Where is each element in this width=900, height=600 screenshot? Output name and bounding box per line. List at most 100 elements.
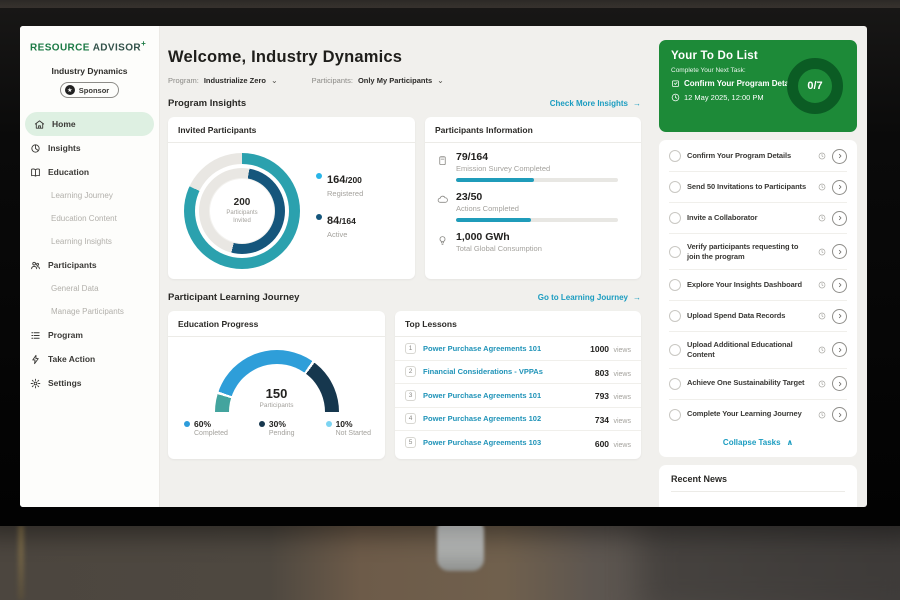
lesson-link[interactable]: Power Purchase Agreements 103 bbox=[423, 438, 588, 447]
program-filter-label: Program: bbox=[168, 76, 199, 85]
org-name: Industry Dynamics bbox=[30, 66, 149, 76]
todo-go-button[interactable] bbox=[832, 149, 847, 164]
sidebar-item-manage-participants[interactable]: Manage Participants bbox=[30, 300, 149, 323]
chevron-right-icon bbox=[836, 214, 844, 222]
clock-icon bbox=[818, 248, 826, 256]
app-logo[interactable]: RESOURCE ADVISOR+ bbox=[30, 39, 149, 53]
sidebar-item-learning-insights[interactable]: Learning Insights bbox=[30, 230, 149, 253]
sidebar-item-general-data[interactable]: General Data bbox=[30, 277, 149, 300]
todo-go-button[interactable] bbox=[832, 376, 847, 391]
todo-item-label: Explore Your Insights Dashboard bbox=[687, 280, 812, 290]
learning-journey-title: Participant Learning Journey bbox=[168, 292, 299, 303]
todo-item[interactable]: Send 50 Invitations to Participants bbox=[669, 172, 847, 203]
todo-checkbox[interactable] bbox=[669, 344, 681, 356]
lesson-rank-badge: 3 bbox=[405, 390, 416, 401]
sidebar-item-insights[interactable]: Insights bbox=[30, 136, 149, 160]
legend-total: /164 bbox=[339, 216, 356, 226]
todo-go-button[interactable] bbox=[832, 180, 847, 195]
todo-checkbox[interactable] bbox=[669, 310, 681, 322]
todo-go-button[interactable] bbox=[832, 342, 847, 357]
program-filter-dropdown[interactable]: Program: Industrialize Zero ⌄ bbox=[168, 76, 278, 85]
card-title: Participants Information bbox=[425, 117, 641, 143]
todo-item[interactable]: Verify participants requesting to join t… bbox=[669, 234, 847, 270]
sidebar-item-learning-journey[interactable]: Learning Journey bbox=[30, 184, 149, 207]
todo-checkbox[interactable] bbox=[669, 378, 681, 390]
home-icon bbox=[34, 119, 45, 130]
todo-checkbox[interactable] bbox=[669, 409, 681, 421]
sponsor-badge[interactable]: ★ Sponsor bbox=[60, 82, 119, 98]
todo-go-button[interactable] bbox=[832, 309, 847, 324]
progress-fill bbox=[456, 218, 531, 222]
todo-go-button[interactable] bbox=[832, 244, 847, 259]
insights-icon bbox=[30, 143, 41, 154]
sidebar-item-education[interactable]: Education bbox=[30, 160, 149, 184]
chevron-right-icon bbox=[836, 183, 844, 191]
todo-item[interactable]: Invite a Collaborator bbox=[669, 203, 847, 234]
gauge-center-value: 150 bbox=[168, 386, 385, 401]
todo-item[interactable]: Explore Your Insights Dashboard bbox=[669, 270, 847, 301]
stat-label: Total Global Consumption bbox=[456, 244, 542, 253]
lesson-rank-badge: 5 bbox=[405, 437, 416, 448]
todo-checkbox[interactable] bbox=[669, 279, 681, 291]
lesson-views-label: views bbox=[613, 418, 631, 425]
todo-go-button[interactable] bbox=[832, 211, 847, 226]
sidebar-item-label: Settings bbox=[48, 378, 82, 388]
card-title: Top Lessons bbox=[395, 311, 641, 337]
donut-center: 200 Participants Invited bbox=[210, 179, 274, 243]
sidebar-item-education-content[interactable]: Education Content bbox=[30, 207, 149, 230]
sidebar-item-program[interactable]: Program bbox=[30, 323, 149, 347]
actions-icon bbox=[437, 195, 448, 206]
progress-fill bbox=[456, 178, 534, 182]
sidebar-nav: Home Insights Education Learning Journey… bbox=[30, 112, 149, 395]
gauge-legend: 60% Completed 30% Pending 10% Not Starte… bbox=[168, 409, 385, 437]
todo-item[interactable]: Confirm Your Program Details bbox=[669, 141, 847, 172]
todo-checkbox[interactable] bbox=[669, 246, 681, 258]
todo-go-button[interactable] bbox=[832, 278, 847, 293]
legend-label: Not Started bbox=[326, 430, 371, 437]
todo-item[interactable]: Achieve One Sustainability Target bbox=[669, 369, 847, 400]
sidebar-item-label: Manage Participants bbox=[51, 307, 124, 316]
sidebar-item-label: Education Content bbox=[51, 214, 117, 223]
clock-icon bbox=[818, 183, 826, 191]
lesson-link[interactable]: Power Purchase Agreements 102 bbox=[423, 414, 588, 423]
logo-secondary: ADVISOR bbox=[93, 42, 141, 53]
todo-item[interactable]: Complete Your Learning Journey bbox=[669, 400, 847, 430]
legend-item-registered: 164/200 Registered bbox=[316, 170, 363, 198]
todo-checkbox[interactable] bbox=[669, 212, 681, 224]
chevron-right-icon bbox=[836, 411, 844, 419]
sidebar-item-home[interactable]: Home bbox=[25, 112, 154, 136]
todo-item-label: Verify participants requesting to join t… bbox=[687, 242, 812, 262]
lesson-rank-badge: 4 bbox=[405, 413, 416, 424]
sidebar-item-settings[interactable]: Settings bbox=[30, 371, 149, 395]
donut-legend: 164/200 Registered 84/164 Active bbox=[316, 170, 363, 252]
participants-filter-dropdown[interactable]: Participants: Only My Participants ⌄ bbox=[312, 76, 444, 85]
lesson-link[interactable]: Power Purchase Agreements 101 bbox=[423, 344, 583, 353]
todo-item[interactable]: Upload Spend Data Records bbox=[669, 301, 847, 332]
todo-summary-card: Your To Do List Complete Your Next Task:… bbox=[659, 40, 857, 132]
clock-icon bbox=[818, 411, 826, 419]
todo-item[interactable]: Upload Additional Educational Content bbox=[669, 332, 847, 368]
lesson-link[interactable]: Power Purchase Agreements 101 bbox=[423, 391, 588, 400]
lesson-views-label: views bbox=[613, 347, 631, 354]
todo-go-button[interactable] bbox=[832, 407, 847, 422]
lesson-link[interactable]: Financial Considerations - VPPAs bbox=[423, 367, 588, 376]
legend-label: Pending bbox=[259, 430, 295, 437]
todo-checkbox[interactable] bbox=[669, 181, 681, 193]
sidebar-item-participants[interactable]: Participants bbox=[30, 253, 149, 277]
sidebar-item-take-action[interactable]: Take Action bbox=[30, 347, 149, 371]
sidebar-item-label: General Data bbox=[51, 284, 99, 293]
check-more-insights-link[interactable]: Check More Insights → bbox=[550, 99, 641, 108]
lesson-rank-badge: 2 bbox=[405, 366, 416, 377]
go-to-learning-journey-link[interactable]: Go to Learning Journey → bbox=[538, 293, 641, 302]
participants-filter-value: Only My Participants bbox=[358, 76, 432, 85]
legend-item-pending: 30% Pending bbox=[259, 419, 295, 437]
legend-dot bbox=[326, 421, 332, 427]
chevron-right-icon bbox=[836, 380, 844, 388]
todo-checkbox[interactable] bbox=[669, 150, 681, 162]
participants-filter-label: Participants: bbox=[312, 76, 353, 85]
todo-list-card: Confirm Your Program Details Send 50 Inv… bbox=[659, 140, 857, 457]
collapse-tasks-link[interactable]: Collapse Tasks ∧ bbox=[669, 430, 847, 456]
legend-value: 164 bbox=[327, 174, 345, 186]
sidebar-item-label: Home bbox=[52, 119, 76, 129]
recent-news-title: Recent News bbox=[671, 474, 845, 492]
